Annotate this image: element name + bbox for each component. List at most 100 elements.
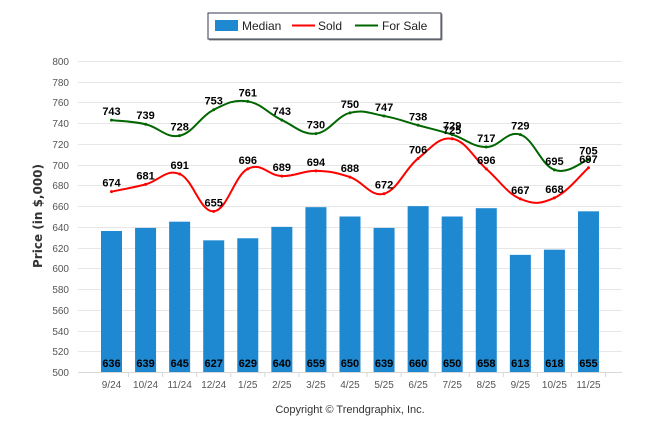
- for-sale-point: [110, 118, 113, 122]
- sold-point: [144, 182, 148, 186]
- sold-data-label: 667: [511, 185, 529, 197]
- sold-data-label: 725: [443, 125, 461, 137]
- y-tick-label: 800: [52, 57, 69, 68]
- sold-data-label: 674: [102, 178, 121, 190]
- for-sale-data-label: 750: [341, 99, 359, 111]
- sold-point: [348, 175, 352, 179]
- legend-box: [207, 12, 442, 40]
- median-data-label: 613: [511, 358, 529, 370]
- median-bar: [203, 240, 225, 372]
- median-data-label: 660: [409, 358, 427, 370]
- for-sale-point: [348, 111, 352, 115]
- median-bar: [543, 249, 565, 372]
- x-axis-ticks: 9/24 10/24 11/24 12/24 1/25 2/25 3/25 4/25 5/25 6…: [102, 372, 607, 391]
- median-bar: [169, 221, 191, 372]
- x-tick-label: 1/25: [238, 380, 258, 391]
- line-series: [110, 99, 590, 213]
- x-tick-label: 10/25: [542, 380, 567, 391]
- median-bar: [135, 227, 157, 372]
- median-data-label: 640: [273, 358, 291, 370]
- for-sale-data-label: 717: [477, 133, 495, 145]
- median-data-label: 636: [102, 358, 120, 370]
- for-sale-data-label: 728: [170, 122, 188, 134]
- x-tick-label: 3/25: [306, 380, 326, 391]
- for-sale-data-label: 729: [443, 121, 461, 133]
- sold-point: [280, 174, 284, 178]
- median-data-label: 627: [205, 358, 223, 370]
- for-sale-point: [552, 168, 556, 172]
- median-bars: [101, 206, 599, 372]
- y-tick-label: 760: [52, 98, 69, 109]
- for-sale-data-label: 747: [375, 102, 393, 114]
- sold-point: [212, 209, 216, 213]
- for-sale-point: [416, 123, 420, 127]
- median-bar: [101, 231, 122, 372]
- for-sale-data-label: 738: [409, 111, 427, 123]
- y-tick-label: 620: [52, 244, 69, 255]
- copyright-footer: Copyright © Trendgraphix, Inc.: [275, 404, 424, 416]
- median-data-label: 639: [136, 358, 154, 370]
- sold-data-label: 668: [545, 184, 563, 196]
- for-sale-data-label: 743: [273, 106, 291, 118]
- sold-point: [416, 156, 420, 160]
- sold-point: [586, 166, 590, 170]
- x-tick-label: 4/25: [340, 380, 360, 391]
- sold-point: [450, 137, 454, 141]
- sold-data-label: 681: [136, 170, 154, 182]
- sold-data-label: 696: [477, 155, 495, 167]
- for-sale-point: [484, 145, 488, 149]
- x-tick-label: 2/25: [272, 380, 292, 391]
- x-tick-label: 11/24: [167, 380, 192, 391]
- y-tick-label: 740: [52, 119, 69, 130]
- sold-data-label: 696: [239, 155, 257, 167]
- y-tick-label: 640: [52, 223, 69, 234]
- sold-point: [110, 190, 113, 194]
- x-tick-label: 9/25: [511, 380, 531, 391]
- sold-point: [552, 196, 556, 200]
- sold-point: [518, 197, 522, 201]
- y-axis-ticks: 500 520 540 560 580 600 620 640 660 680 700 720 740 7…: [52, 57, 69, 379]
- for-sale-data-label: 761: [239, 87, 257, 99]
- y-tick-label: 780: [52, 78, 69, 89]
- legend-forsale-label: For Sale: [382, 19, 428, 33]
- legend-sold-label: Sold: [318, 19, 342, 33]
- x-tick-label: 10/24: [133, 380, 158, 391]
- y-tick-label: 660: [52, 202, 69, 213]
- x-tick-label: 11/25: [576, 380, 601, 391]
- median-bar: [407, 206, 429, 372]
- for-sale-data-label: 743: [102, 106, 120, 118]
- median-data-label: 658: [477, 358, 495, 370]
- for-sale-point: [450, 133, 454, 137]
- y-axis-label: Price (in $,000): [31, 164, 45, 268]
- for-sale-point: [314, 132, 318, 136]
- for-sale-data-label: 739: [136, 110, 154, 122]
- legend-median-swatch: [215, 20, 238, 31]
- sold-point: [484, 167, 488, 171]
- y-tick-label: 700: [52, 161, 69, 172]
- median-data-label: 629: [239, 358, 257, 370]
- y-tick-label: 560: [52, 306, 69, 317]
- sold-data-label: 672: [375, 180, 393, 192]
- x-tick-label: 8/25: [477, 380, 497, 391]
- y-tick-label: 720: [52, 140, 69, 151]
- median-data-label: 639: [375, 358, 393, 370]
- sold-data-label: 694: [307, 157, 326, 169]
- median-data-label: 645: [170, 358, 188, 370]
- for-sale-data-label: 729: [511, 121, 529, 133]
- x-tick-label: 5/25: [374, 380, 394, 391]
- median-bar: [271, 226, 293, 372]
- for-sale-data-label: 753: [205, 96, 223, 108]
- x-tick-label: 9/24: [102, 380, 122, 391]
- median-bar: [305, 207, 327, 372]
- sold-point: [178, 172, 182, 176]
- median-bar: [373, 227, 395, 372]
- sold-point: [246, 167, 250, 171]
- median-data-label: 659: [307, 358, 325, 370]
- for-sale-point: [212, 108, 216, 112]
- sold-data-label: 706: [409, 144, 427, 156]
- median-bar: [475, 208, 497, 372]
- y-tick-label: 680: [52, 181, 69, 192]
- x-tick-label: 6/25: [408, 380, 428, 391]
- median-bar: [577, 211, 599, 372]
